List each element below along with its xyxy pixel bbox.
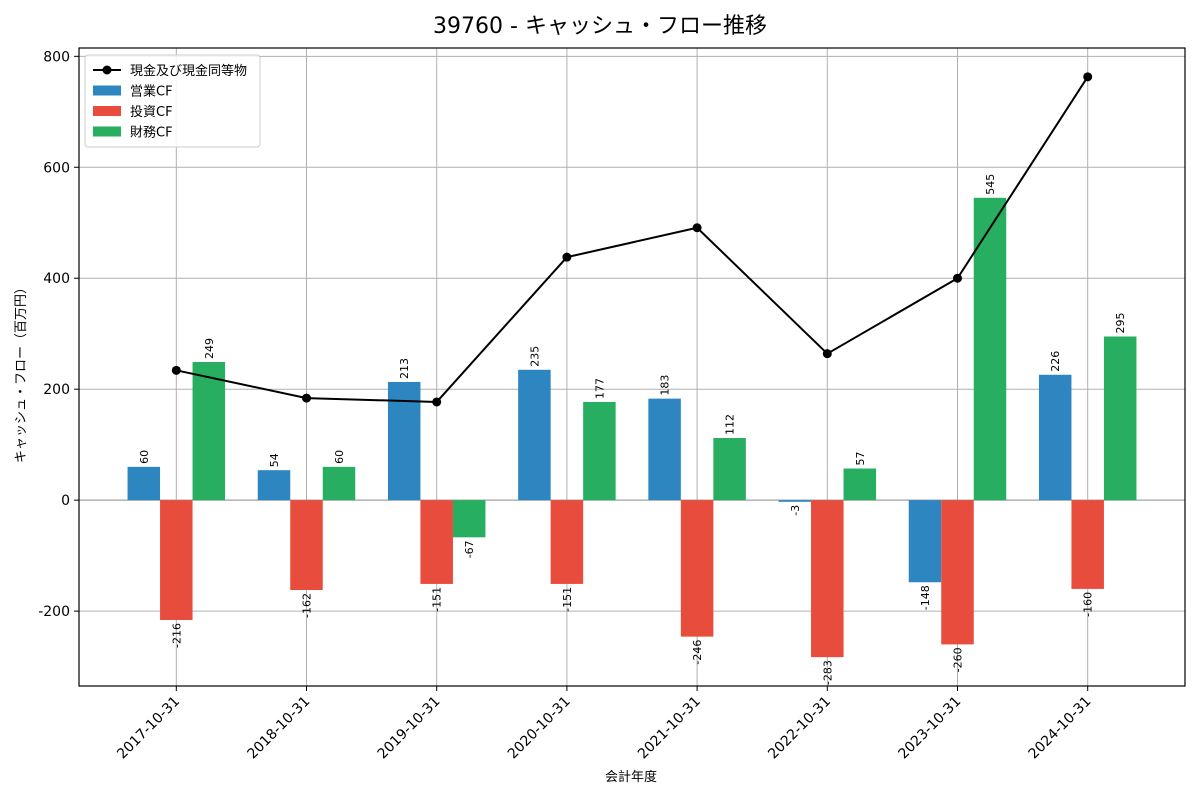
bar-営業CF	[518, 369, 551, 501]
y-axis-title: キャッシュ・フロー（百万円）	[14, 281, 29, 463]
bar-value-label: -260	[952, 647, 965, 672]
bar-value-label: -151	[431, 587, 444, 612]
cash-point	[1083, 72, 1093, 82]
legend-label: 営業CF	[130, 84, 173, 100]
bar-営業CF	[908, 500, 942, 583]
x-tick-label: 2019-10-31	[375, 694, 444, 763]
bar-value-label: 545	[984, 174, 997, 195]
bar-投資CF	[811, 500, 844, 658]
legend-label: 現金及び現金同等物	[130, 63, 247, 79]
cash-point	[562, 252, 572, 262]
bar-value-label: 226	[1049, 351, 1062, 372]
bar-value-label: 183	[659, 375, 672, 396]
y-tick-label: -200	[38, 604, 70, 620]
bar-財務CF	[583, 401, 616, 501]
cash-point	[953, 273, 962, 283]
x-axis-title: 会計年度	[605, 769, 657, 785]
bars-layer	[127, 197, 1137, 658]
bar-value-label: -283	[821, 660, 834, 685]
bar-財務CF	[973, 197, 1007, 501]
bar-財務CF	[452, 500, 486, 538]
bar-営業CF	[648, 398, 681, 501]
y-tick-label: 0	[61, 493, 70, 509]
bar-財務CF	[192, 362, 226, 501]
bar-value-label: -151	[561, 587, 574, 612]
bar-投資CF	[550, 500, 584, 584]
bar-営業CF	[257, 470, 291, 501]
bar-財務CF	[1103, 336, 1137, 501]
bar-投資CF	[1071, 500, 1104, 589]
y-tick-label: 400	[43, 271, 70, 287]
bar-投資CF	[941, 500, 974, 645]
bar-財務CF	[843, 468, 877, 501]
bar-value-label: 112	[724, 414, 737, 435]
legend-swatch	[93, 106, 121, 116]
chart-title: 39760 - キャッシュ・フロー推移	[433, 14, 767, 39]
bar-value-label: 177	[593, 378, 606, 399]
data-labels-layer: 60 54 213 235 183 -3 -148 226 -216 -162 -151 -151 -2…	[138, 174, 1127, 685]
bar-財務CF	[322, 466, 356, 501]
bar-営業CF	[127, 466, 161, 501]
cash-point	[302, 393, 311, 403]
x-tick-label: 2023-10-31	[895, 694, 964, 763]
x-tick-label: 2024-10-31	[1026, 694, 1095, 763]
legend-swatch	[93, 85, 121, 96]
bar-value-label: -246	[691, 640, 704, 665]
y-tick-label: 800	[43, 49, 70, 65]
cash-point	[822, 349, 832, 359]
bar-投資CF	[160, 500, 193, 620]
cash-point	[692, 223, 702, 233]
bar-value-label: -216	[170, 623, 183, 648]
legend-point-marker	[102, 65, 112, 75]
bar-財務CF	[713, 438, 746, 501]
bar-投資CF	[290, 500, 323, 591]
cash-point	[171, 365, 181, 375]
plot-frame	[78, 47, 1186, 687]
legend-label: 財務CF	[130, 126, 173, 141]
bar-value-label: 213	[398, 358, 411, 379]
bar-営業CF	[1038, 374, 1072, 501]
bar-value-label: -3	[789, 505, 802, 516]
bar-value-label: 60	[138, 450, 151, 464]
x-tick-label: 2017-10-31	[114, 694, 183, 763]
bar-value-label: 295	[1114, 312, 1127, 333]
bar-value-label: -67	[463, 540, 476, 558]
bar-投資CF	[420, 500, 453, 584]
bar-営業CF	[778, 500, 812, 502]
cash-line	[176, 76, 1089, 403]
bar-value-label: 249	[203, 338, 216, 359]
y-tick-label: 600	[43, 160, 70, 176]
bar-value-label: 57	[854, 452, 867, 466]
legend-label: 投資CF	[130, 104, 173, 120]
bar-value-label: -162	[301, 593, 314, 618]
bar-value-label: 54	[268, 453, 281, 467]
legend-swatch	[93, 126, 121, 137]
bar-投資CF	[680, 500, 714, 637]
bar-value-label: -160	[1082, 592, 1095, 617]
legend-box	[84, 54, 261, 148]
x-tick-label: 2020-10-31	[505, 694, 574, 763]
x-tick-label: 2018-10-31	[244, 694, 313, 763]
x-tick-label: 2021-10-31	[635, 694, 704, 763]
cash-line-layer	[171, 72, 1093, 407]
x-tick-label: 2022-10-31	[765, 694, 834, 763]
cash-point	[432, 397, 442, 407]
y-tick-label: 200	[43, 382, 70, 398]
bar-value-label: 60	[333, 450, 346, 464]
bar-value-label: 235	[528, 346, 541, 367]
bar-value-label: -148	[919, 585, 932, 610]
